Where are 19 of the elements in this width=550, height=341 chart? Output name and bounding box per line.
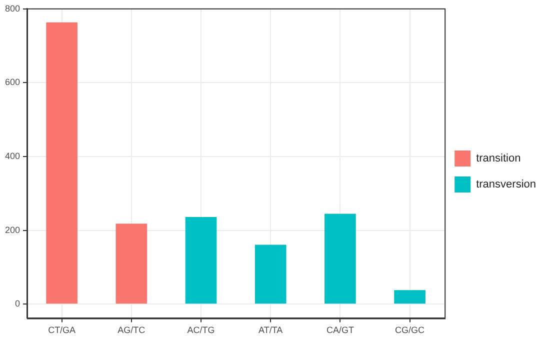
legend-label: transversion bbox=[476, 178, 536, 191]
x-tick-label: AC/TG bbox=[187, 325, 215, 336]
bar bbox=[185, 217, 217, 304]
legend-label: transition bbox=[476, 152, 521, 165]
x-tick-label: AG/TC bbox=[118, 325, 146, 336]
x-tick-label: AT/TA bbox=[258, 325, 283, 336]
y-tick-label: 600 bbox=[4, 77, 20, 88]
y-tick-label: 400 bbox=[4, 150, 20, 161]
bar bbox=[394, 290, 426, 304]
bar bbox=[46, 22, 78, 304]
bar bbox=[324, 214, 356, 304]
bar bbox=[254, 244, 286, 304]
x-tick-label: CA/GT bbox=[326, 325, 354, 336]
bar bbox=[116, 224, 148, 304]
y-tick-label: 0 bbox=[15, 298, 20, 309]
x-tick-label: CT/GA bbox=[48, 325, 76, 336]
x-tick-label: CG/GC bbox=[395, 325, 426, 336]
y-tick-label: 800 bbox=[4, 3, 20, 14]
y-tick-label: 200 bbox=[4, 224, 20, 235]
